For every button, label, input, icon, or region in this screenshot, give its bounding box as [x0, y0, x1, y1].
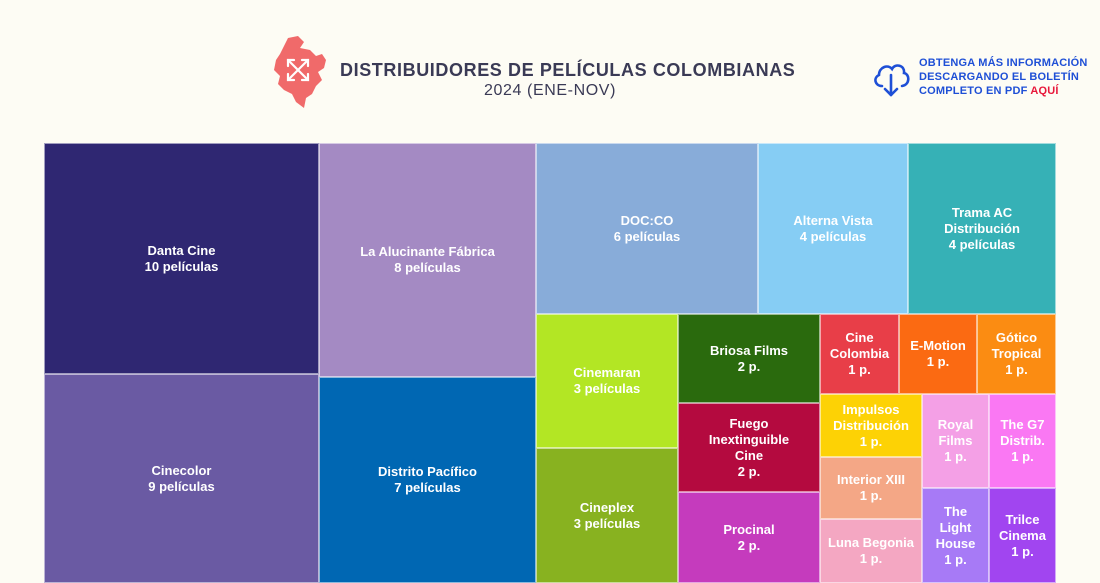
- download-line-3: COMPLETO EN PDF AQUÍ: [919, 84, 1088, 98]
- treemap-tile-label: The G7 Distrib. 1 p.: [1000, 417, 1045, 464]
- treemap-tile-danta-cine[interactable]: Danta Cine 10 películas: [44, 143, 319, 374]
- treemap-tile-label: Trama AC Distribución 4 películas: [944, 204, 1020, 252]
- treemap-tile-label: Procinal 2 p.: [723, 521, 775, 553]
- treemap-tile-cinemaran[interactable]: Cinemaran 3 películas: [536, 314, 678, 448]
- treemap-tile-royal-films[interactable]: Royal Films 1 p.: [922, 394, 989, 488]
- treemap-tile-label: E-Motion 1 p.: [910, 338, 966, 369]
- treemap-tile-label: The Light House 1 p.: [935, 503, 976, 567]
- download-bulletin-link[interactable]: OBTENGA MÁS INFORMACIÓN DESCARGANDO EL B…: [872, 56, 1092, 102]
- treemap-tile-label: Cine Colombia 1 p.: [829, 330, 890, 377]
- colombia-map-icon: [274, 36, 326, 108]
- treemap-tile-e-motion[interactable]: E-Motion 1 p.: [899, 314, 977, 394]
- treemap-tile-the-light-house[interactable]: The Light House 1 p.: [922, 488, 989, 583]
- treemap-tile-cine-colombia[interactable]: Cine Colombia 1 p.: [820, 314, 899, 394]
- download-text[interactable]: OBTENGA MÁS INFORMACIÓN DESCARGANDO EL B…: [919, 56, 1088, 98]
- download-line-3-prefix: COMPLETO EN PDF: [919, 85, 1031, 97]
- treemap-tile-cinecolor[interactable]: Cinecolor 9 películas: [44, 374, 319, 583]
- treemap-tile-trama-ac-distribuci-n[interactable]: Trama AC Distribución 4 películas: [908, 143, 1056, 314]
- treemap-tile-impulsos-distribuci-n[interactable]: Impulsos Distribución 1 p.: [820, 394, 922, 457]
- treemap-chart: Danta Cine 10 películas Cinecolor 9 pelíc…: [44, 143, 1056, 583]
- page-title: DISTRIBUIDORES DE PELÍCULAS COLOMBIANAS: [340, 60, 796, 80]
- treemap-tile-trilce-cinema[interactable]: Trilce Cinema 1 p.: [989, 488, 1056, 583]
- page-subtitle: 2024 (ENE-NOV): [484, 82, 616, 99]
- treemap-tile-briosa-films[interactable]: Briosa Films 2 p.: [678, 314, 820, 403]
- treemap-tile-g-tico-tropical[interactable]: Gótico Tropical 1 p.: [977, 314, 1056, 394]
- treemap-tile-label: Distrito Pacífico 7 películas: [378, 464, 477, 495]
- treemap-tile-label: Gótico Tropical 1 p.: [991, 330, 1042, 377]
- treemap-tile-label: DOC:CO 6 películas: [613, 212, 681, 244]
- treemap-tile-alterna-vista[interactable]: Alterna Vista 4 películas: [758, 143, 908, 314]
- treemap-tile-label: Cinecolor 9 películas: [148, 462, 215, 494]
- cloud-download-icon: [874, 64, 910, 97]
- treemap-tile-procinal[interactable]: Procinal 2 p.: [678, 492, 820, 583]
- treemap-tile-label: La Alucinante Fábrica 8 películas: [360, 244, 495, 275]
- treemap-tile-doc-co[interactable]: DOC:CO 6 películas: [536, 143, 758, 314]
- treemap-tile-label: Royal Films 1 p.: [937, 417, 974, 464]
- treemap-tile-fuego-inextinguible-cine[interactable]: Fuego Inextinguible Cine 2 p.: [678, 403, 820, 492]
- treemap-tile-the-g7-distrib[interactable]: The G7 Distrib. 1 p.: [989, 394, 1056, 488]
- treemap-tile-label: Interior XIII 1 p.: [837, 472, 905, 503]
- treemap-tile-label: Luna Begonia 1 p.: [828, 535, 914, 566]
- treemap-tile-label: Cineplex 3 películas: [573, 499, 641, 531]
- treemap-tile-cineplex[interactable]: Cineplex 3 películas: [536, 448, 678, 583]
- treemap-tile-luna-begonia[interactable]: Luna Begonia 1 p.: [820, 519, 922, 583]
- treemap-tile-label: Impulsos Distribución 1 p.: [833, 401, 909, 449]
- treemap-tile-la-alucinante-f-brica[interactable]: La Alucinante Fábrica 8 películas: [319, 143, 536, 377]
- treemap-tile-label: Trilce Cinema 1 p.: [999, 511, 1046, 559]
- treemap-tile-interior-xiii[interactable]: Interior XIII 1 p.: [820, 457, 922, 519]
- treemap-tile-label: Fuego Inextinguible Cine 2 p.: [708, 415, 790, 479]
- treemap-tile-label: Cinemaran 3 películas: [573, 365, 641, 396]
- treemap-tile-label: Briosa Films 2 p.: [709, 342, 789, 374]
- download-line-1: OBTENGA MÁS INFORMACIÓN: [919, 57, 1088, 69]
- download-here-link[interactable]: AQUÍ: [1030, 85, 1059, 97]
- treemap-tile-distrito-pac-fico[interactable]: Distrito Pacífico 7 películas: [319, 377, 536, 583]
- header: DISTRIBUIDORES DE PELÍCULAS COLOMBIANAS …: [0, 0, 1100, 140]
- download-line-2: DESCARGANDO EL BOLETÍN: [919, 71, 1080, 83]
- treemap-tile-label: Alterna Vista 4 películas: [793, 212, 873, 244]
- treemap-tile-label: Danta Cine 10 películas: [144, 242, 219, 274]
